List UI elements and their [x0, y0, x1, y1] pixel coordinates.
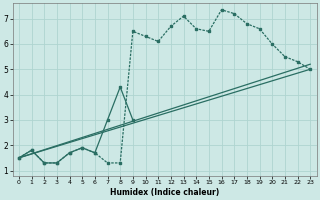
X-axis label: Humidex (Indice chaleur): Humidex (Indice chaleur) — [110, 188, 219, 197]
